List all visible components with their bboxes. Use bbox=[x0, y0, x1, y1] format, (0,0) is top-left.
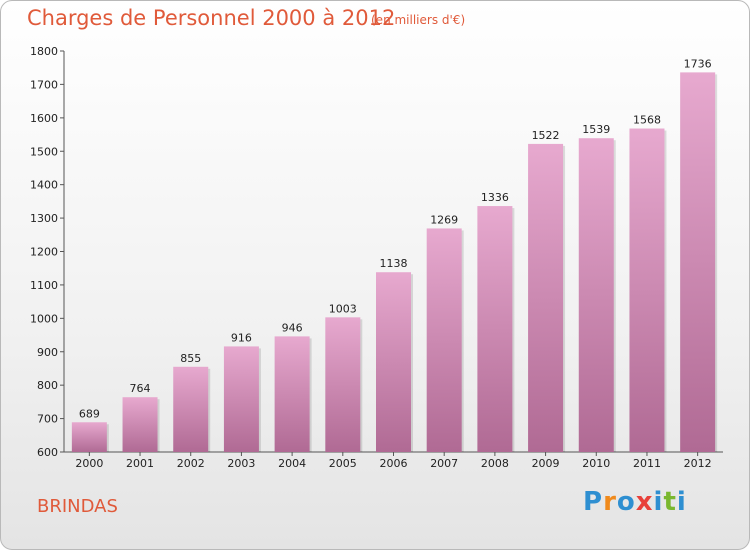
value-label: 1568 bbox=[633, 114, 661, 127]
y-tick-label: 1300 bbox=[30, 212, 58, 225]
x-tick-label: 2009 bbox=[532, 457, 560, 470]
logo-letter: r bbox=[603, 487, 617, 517]
bar bbox=[528, 143, 564, 453]
bars bbox=[71, 72, 718, 453]
y-tick-label: 1100 bbox=[30, 279, 58, 292]
y-tick-label: 700 bbox=[37, 413, 58, 426]
x-tick-label: 2005 bbox=[329, 457, 357, 470]
x-tick-label: 2011 bbox=[633, 457, 661, 470]
bar bbox=[376, 272, 411, 452]
chart-title: Charges de Personnel 2000 à 2012 bbox=[27, 6, 396, 30]
x-tick-label: 2002 bbox=[177, 457, 205, 470]
bar bbox=[71, 422, 107, 452]
value-label: 1138 bbox=[380, 257, 408, 270]
y-tick-label: 600 bbox=[37, 446, 58, 459]
x-tick-label: 2004 bbox=[278, 457, 306, 470]
x-tick-label: 2008 bbox=[481, 457, 509, 470]
proxiti-logo: Proxiti bbox=[583, 487, 687, 517]
x-tick-label: 2010 bbox=[582, 457, 610, 470]
y-tick-label: 1500 bbox=[30, 145, 58, 158]
y-tick-label: 900 bbox=[37, 346, 58, 359]
value-label: 916 bbox=[231, 331, 252, 344]
bar bbox=[578, 138, 614, 452]
y-tick-label: 1000 bbox=[30, 312, 58, 325]
logo-letter: P bbox=[583, 487, 604, 517]
value-label: 946 bbox=[282, 321, 303, 334]
y-tick-label: 800 bbox=[37, 379, 58, 392]
value-label: 855 bbox=[180, 352, 201, 365]
value-label: 1336 bbox=[481, 191, 509, 204]
value-label: 1269 bbox=[430, 213, 458, 226]
labels: 2000 689 2001 764 2002 855 2003 916 2004 946 2005 1… bbox=[75, 57, 711, 470]
bar bbox=[680, 72, 716, 453]
value-label: 764 bbox=[130, 382, 151, 395]
value-label: 1539 bbox=[582, 123, 610, 136]
y-tick-label: 1700 bbox=[30, 78, 58, 91]
x-tick-label: 2012 bbox=[684, 457, 712, 470]
value-label: 689 bbox=[79, 407, 100, 420]
x-tick-label: 2001 bbox=[126, 457, 154, 470]
bar bbox=[325, 317, 361, 452]
bar bbox=[477, 206, 513, 452]
value-label: 1522 bbox=[532, 129, 560, 142]
bar bbox=[629, 128, 665, 452]
city-name: BRINDAS bbox=[37, 496, 118, 517]
x-tick-label: 2006 bbox=[380, 457, 408, 470]
bar bbox=[426, 228, 462, 452]
y-tick-label: 1800 bbox=[30, 45, 58, 58]
y-tick-label: 1200 bbox=[30, 246, 58, 259]
logo-letter: x bbox=[635, 487, 654, 517]
logo-letter: o bbox=[616, 487, 636, 517]
x-tick-label: 2007 bbox=[430, 457, 458, 470]
logo-letter: i bbox=[676, 487, 687, 517]
x-tick-label: 2000 bbox=[75, 457, 103, 470]
bar bbox=[223, 346, 259, 452]
y-tick-label: 1400 bbox=[30, 179, 58, 192]
logo-letter: i bbox=[653, 487, 664, 517]
chart-subtitle: (en milliers d'€) bbox=[371, 13, 466, 27]
bar bbox=[122, 397, 158, 452]
value-label: 1003 bbox=[329, 302, 357, 315]
x-tick-label: 2003 bbox=[227, 457, 255, 470]
bar bbox=[274, 336, 310, 452]
logo-letter: t bbox=[663, 487, 677, 517]
y-tick-label: 1600 bbox=[30, 112, 58, 125]
bar bbox=[173, 366, 209, 452]
value-label: 1736 bbox=[684, 57, 712, 70]
axes: 600 700 800 900 1000 1100 1200 1300 1400 1500 1600… bbox=[30, 45, 723, 459]
